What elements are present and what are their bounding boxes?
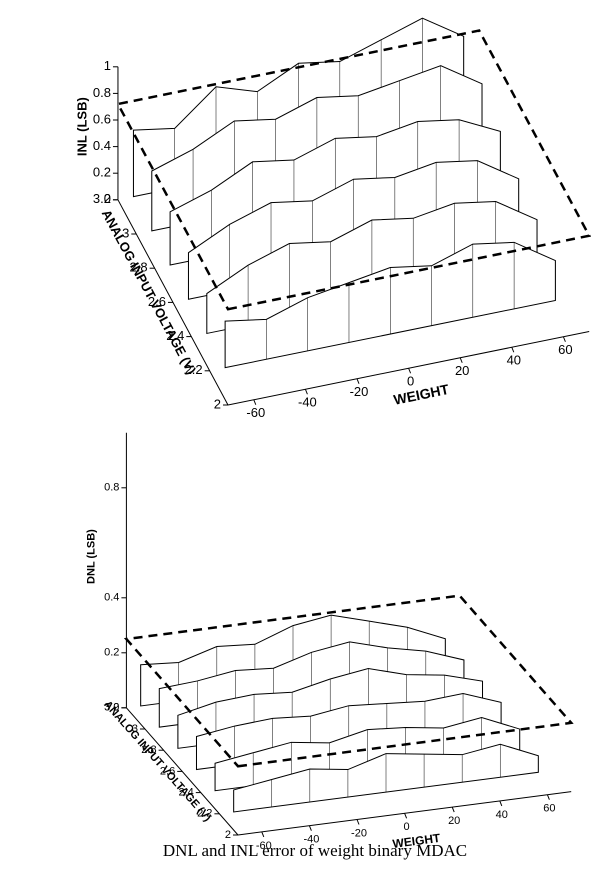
- z-tick-label: 0.2: [104, 647, 119, 659]
- x-tick-label: 60: [543, 803, 555, 815]
- x-tick-label: 40: [507, 353, 521, 368]
- x-tick-label: -60: [256, 840, 272, 852]
- x-tick: [356, 378, 360, 384]
- y-tick-label: 3: [132, 723, 138, 735]
- x-axis-label: WEIGHT: [392, 381, 450, 408]
- z-tick-label: 0.8: [104, 482, 119, 494]
- x-tick-label: 40: [496, 809, 508, 821]
- x-tick: [308, 825, 312, 831]
- x-tick-label: 0: [404, 821, 410, 833]
- x-tick: [253, 399, 257, 405]
- z-tick-label: 1: [104, 58, 111, 73]
- y-tick-label: 2.2: [197, 808, 212, 820]
- x-tick: [499, 800, 503, 807]
- y-tick-label: 3.2: [93, 191, 111, 206]
- y-tick-label: 2.8: [130, 260, 148, 275]
- z-axis-label: INL (LSB): [74, 97, 89, 156]
- z-tick-label: 0.4: [104, 592, 119, 604]
- y-tick-label: 2: [225, 829, 231, 841]
- y-tick-label: 2.2: [185, 362, 203, 377]
- x-tick: [451, 806, 455, 813]
- x-tick: [261, 831, 265, 838]
- x-tick-label: 20: [455, 363, 469, 378]
- x-tick-label: 0: [407, 374, 414, 389]
- z-tick-label: 0: [113, 702, 119, 714]
- y-tick-label: 2.8: [141, 744, 156, 756]
- x-tick-label: 60: [558, 342, 572, 357]
- x-tick: [408, 368, 412, 374]
- x-tick: [546, 794, 550, 800]
- x-tick-label: 20: [448, 815, 460, 827]
- z-tick-label: 0.6: [93, 111, 111, 126]
- x-tick: [562, 336, 566, 342]
- reference-plane: [116, 29, 592, 311]
- x-tick-label: -20: [350, 384, 369, 399]
- x-tick: [356, 819, 360, 825]
- x-tick: [459, 357, 463, 363]
- z-tick-label: 0: [104, 191, 111, 206]
- y-tick-label: 3.2: [104, 702, 119, 714]
- x-tick: [404, 813, 408, 819]
- y-tick-label: 2.6: [160, 765, 175, 777]
- x-tick-label: -40: [303, 834, 319, 846]
- x-tick: [304, 389, 308, 395]
- z-tick-label: 0.4: [93, 138, 111, 153]
- y-tick-label: 2.6: [148, 294, 166, 309]
- y-tick-label: 2.4: [166, 328, 184, 343]
- x-tick-label: -20: [351, 827, 367, 839]
- x-tick: [511, 347, 515, 353]
- caption: DNL and INL error of weight binary MDAC: [163, 841, 467, 860]
- x-axis-label: WEIGHT: [392, 831, 442, 851]
- z-tick-label: 0.2: [93, 165, 111, 180]
- z-tick-label: 0.8: [93, 85, 111, 100]
- y-tick-label: 2: [214, 396, 221, 411]
- z-axis-label: DNL (LSB): [85, 529, 97, 584]
- x-tick-label: -40: [298, 395, 317, 410]
- x-tick-label: -60: [246, 405, 265, 420]
- y-tick-label: 2.4: [179, 787, 194, 799]
- y-tick-label: 3: [122, 225, 129, 240]
